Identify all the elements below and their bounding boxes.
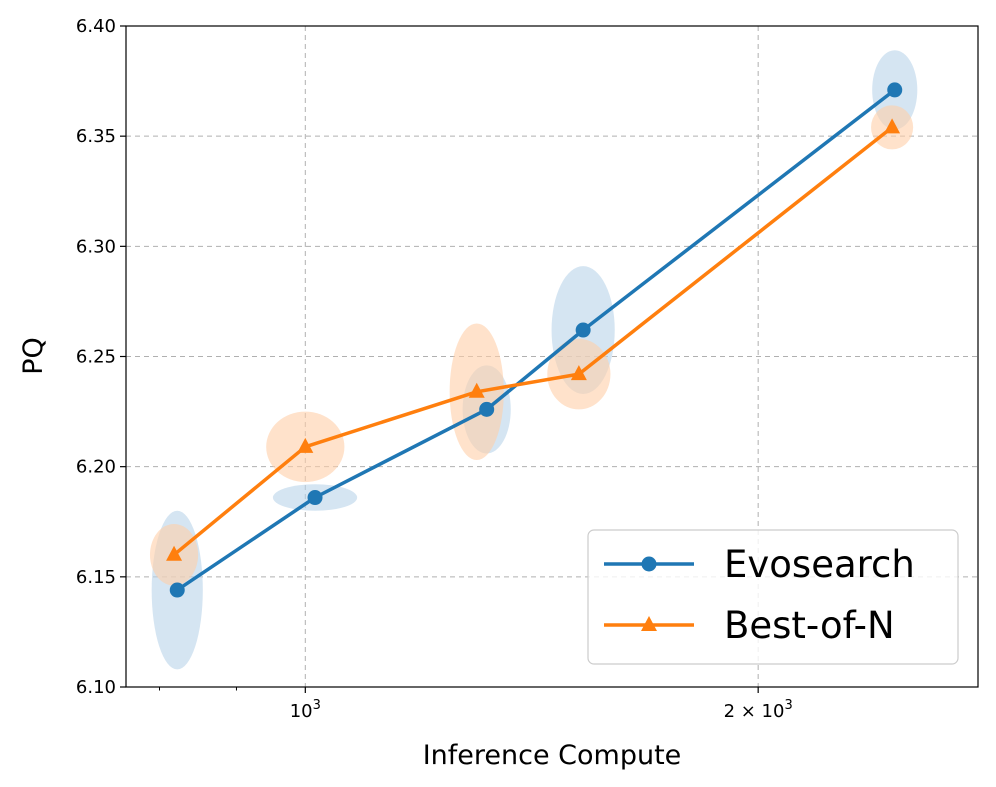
- legend-best-of-n-label: Best-of-N: [724, 604, 895, 647]
- data-point-best-of-n: [297, 437, 314, 453]
- y-axis-title: PQ: [18, 337, 49, 375]
- series-lines: [166, 82, 903, 598]
- legend-evosearch-marker: [641, 556, 657, 572]
- data-point-evosearch: [307, 490, 323, 506]
- y-tick-label: 6.10: [76, 677, 116, 698]
- y-tick-label: 6.40: [76, 16, 116, 37]
- axis-ticks: 6.10 6.15 6.20 6.25 6.30 6.35 6.40 103 2 × 103: [76, 16, 793, 722]
- y-tick-label: 6.35: [76, 126, 116, 147]
- y-tick-label: 6.15: [76, 567, 116, 588]
- legend-best-of-n-marker: [641, 616, 657, 631]
- data-point-best-of-n: [570, 365, 587, 381]
- data-point-evosearch: [479, 401, 495, 417]
- y-tick-label: 6.30: [76, 236, 116, 257]
- x-tick-label: 103: [290, 698, 321, 722]
- x-axis-title: Inference Compute: [423, 740, 682, 771]
- data-point-best-of-n: [166, 545, 183, 561]
- x-tick-label: 2 × 103: [724, 698, 793, 722]
- legend: Evosearch Best-of-N: [587, 529, 959, 665]
- data-point-evosearch: [169, 582, 185, 598]
- y-tick-label: 6.25: [76, 347, 116, 368]
- legend-evosearch-label: Evosearch: [724, 543, 915, 586]
- data-point-best-of-n: [884, 118, 901, 134]
- y-tick-label: 6.20: [76, 457, 116, 478]
- data-point-best-of-n: [468, 382, 485, 398]
- data-point-evosearch: [887, 82, 903, 98]
- data-point-evosearch: [575, 322, 591, 338]
